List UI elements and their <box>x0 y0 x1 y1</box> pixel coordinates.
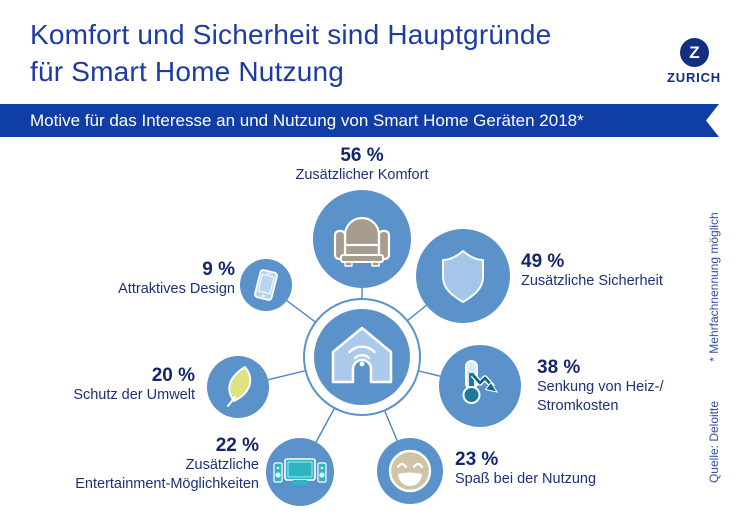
zurich-logo-letter: Z <box>689 43 700 62</box>
thermometer-arrow-icon <box>462 360 499 404</box>
label-comfort: 56 % Zusätzlicher Komfort <box>262 146 462 185</box>
zurich-logo-icon: Z <box>680 38 709 67</box>
value-design: 9 % <box>202 259 235 280</box>
bubble-environment <box>207 356 269 418</box>
page-title-line1: Komfort und Sicherheit sind Hauptgründe <box>30 19 552 50</box>
zurich-logo-brand: ZURICH <box>667 70 721 85</box>
bubble-fun <box>377 438 443 504</box>
label-entertainment-text2: Entertainment-Möglichkeiten <box>75 476 259 492</box>
bubble-security <box>416 229 510 323</box>
value-heating: 38 % <box>537 357 581 378</box>
value-comfort: 56 % <box>340 145 384 166</box>
label-comfort-text: Zusätzlicher Komfort <box>295 167 429 183</box>
label-security: 49 % Zusätzliche Sicherheit <box>521 252 663 291</box>
label-design: 9 % Attraktives Design <box>75 260 235 299</box>
label-environment-text: Schutz der Umwelt <box>73 387 195 403</box>
label-fun: 23 % Spaß bei der Nutzung <box>455 450 596 489</box>
value-fun: 23 % <box>455 449 499 470</box>
smartphone-icon <box>254 269 278 301</box>
shield-icon <box>442 250 484 303</box>
subtitle-text: Motive für das Interesse an und Nutzung … <box>30 111 584 130</box>
label-environment: 20 % Schutz der Umwelt <box>35 366 195 405</box>
label-entertainment: 22 % Zusätzliche Entertainment-Möglichke… <box>59 436 259 494</box>
value-entertainment: 22 % <box>215 435 259 456</box>
tv-speakers-icon <box>273 458 327 485</box>
smiley-icon <box>388 449 432 493</box>
page-title-line2: für Smart Home Nutzung <box>30 56 345 87</box>
label-heating-text1: Senkung von Heiz-/ <box>537 379 664 395</box>
bubble-entertainment <box>266 438 334 506</box>
bubble-comfort <box>313 190 411 288</box>
subtitle-ribbon: Motive für das Interesse an und Nutzung … <box>0 104 719 137</box>
bubble-center-smart-home <box>303 298 421 416</box>
value-environment: 20 % <box>151 365 195 386</box>
label-design-text: Attraktives Design <box>118 281 235 297</box>
footnote-text: * Mehrfachnennung möglich <box>707 212 721 362</box>
label-heating-text2: Stromkosten <box>537 398 619 414</box>
armchair-icon <box>333 216 391 267</box>
house-wifi-icon <box>331 326 393 384</box>
bubble-diagram <box>207 190 521 506</box>
source-text: Quelle: Deloitte <box>707 400 721 484</box>
leaf-icon <box>227 366 252 407</box>
label-fun-text: Spaß bei der Nutzung <box>455 471 597 487</box>
label-entertainment-text1: Zusätzliche <box>185 457 259 473</box>
label-heating: 38 % Senkung von Heiz-/ Stromkosten <box>537 358 664 416</box>
label-security-text: Zusätzliche Sicherheit <box>521 273 663 289</box>
bubble-design <box>240 259 292 311</box>
page-title: Komfort und Sicherheit sind Hauptgründe … <box>30 16 551 90</box>
value-security: 49 % <box>521 251 565 272</box>
bubble-heating <box>439 345 521 427</box>
